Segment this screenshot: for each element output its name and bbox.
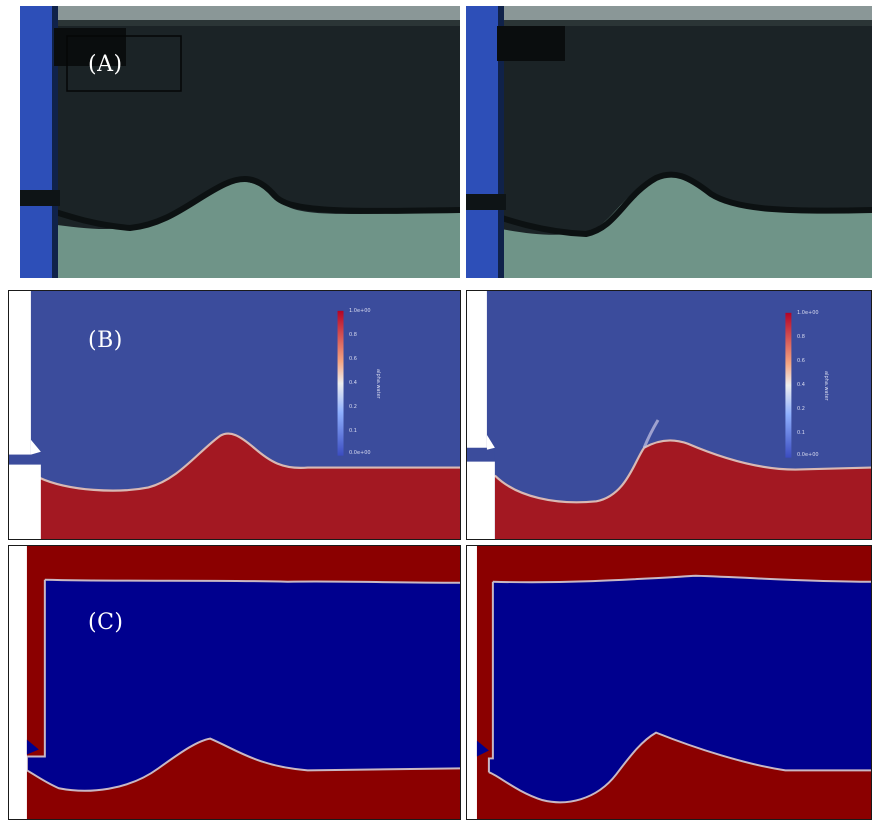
inlet-corner — [30, 439, 41, 455]
sediment-shadow-line — [466, 171, 872, 238]
label-mask — [497, 26, 565, 61]
colorbar-title: alpha.water — [823, 371, 829, 401]
sediment-bed — [50, 181, 460, 278]
colorbar-tick: 0.1 — [349, 428, 357, 434]
colorbar-tick: 1.0e+00 — [797, 310, 819, 316]
inlet-step — [9, 454, 41, 465]
bed-interface-line — [488, 731, 871, 804]
interface-line — [38, 432, 460, 492]
panel-b-left: 1.0e+00 0.8 0.6 0.4 0.2 0.1 0.0e+00 alph… — [8, 290, 461, 540]
label-box — [66, 35, 182, 92]
tank-wall-edge — [498, 6, 504, 278]
inlet-step — [467, 449, 495, 462]
colorbar-tick: 0.2 — [797, 406, 805, 412]
inlet-floor — [9, 464, 41, 539]
inlet-notch — [476, 740, 489, 757]
sediment-bed — [496, 176, 872, 278]
photo-top-shadow — [466, 20, 872, 26]
tank-wall — [20, 6, 52, 278]
sim-b-left — [9, 291, 460, 539]
colorbar-tick: 0.0e+00 — [797, 452, 819, 458]
colorbar-tick: 0.4 — [349, 380, 357, 386]
interface-plume — [642, 419, 660, 449]
top-interface-line — [44, 578, 460, 584]
bed-interface-line — [26, 737, 460, 792]
left-margin — [9, 546, 27, 819]
colorbar-title: alpha.water — [375, 369, 381, 399]
label-mask — [54, 28, 126, 66]
photo-top-shadow — [20, 20, 460, 26]
colorbar-ticks: 1.0e+00 0.8 0.6 0.4 0.2 0.1 0.0e+00 — [797, 311, 827, 461]
colorbar — [785, 312, 792, 458]
interface-line — [494, 439, 871, 504]
panel-c-left: (C) — [8, 545, 461, 820]
colorbar-tick: 0.0e+00 — [349, 450, 371, 456]
inlet-corner — [486, 434, 495, 450]
colorbar-tick: 0.4 — [797, 382, 805, 388]
tank-wall-edge — [52, 6, 58, 278]
sediment-shadow-line — [20, 176, 460, 232]
sim-c-left — [9, 546, 460, 819]
left-margin — [467, 546, 477, 819]
inlet-notch — [26, 739, 39, 755]
inlet-wall — [9, 291, 31, 455]
colorbar-tick: 0.8 — [349, 332, 357, 338]
colorbar-ticks: 1.0e+00 0.8 0.6 0.4 0.2 0.1 0.0e+00 — [349, 309, 379, 459]
colorbar-tick: 0.6 — [797, 358, 805, 364]
sim-b-right — [467, 291, 871, 539]
water-region — [26, 579, 460, 791]
panel-c-right — [466, 545, 872, 820]
colorbar-tick: 0.6 — [349, 356, 357, 362]
top-interface-line — [492, 574, 871, 584]
colorbar-tick: 0.2 — [349, 404, 357, 410]
photo-top-edge — [20, 6, 460, 20]
water-region — [488, 575, 871, 803]
colorbar — [337, 310, 344, 456]
panel-a-left: (A) — [20, 6, 460, 278]
colorbar-tick: 0.8 — [797, 334, 805, 340]
sediment-region — [38, 433, 460, 539]
sediment-region — [494, 440, 871, 539]
inlet-wall — [467, 291, 487, 448]
panel-b-right: 1.0e+00 0.8 0.6 0.4 0.2 0.1 0.0e+00 alph… — [466, 290, 872, 540]
inlet-floor — [467, 461, 495, 539]
inlet-step — [466, 194, 506, 210]
colorbar-tick: 1.0e+00 — [349, 308, 371, 314]
tank-wall — [466, 6, 498, 278]
inlet-interface-line — [487, 581, 494, 773]
colorbar-tick: 0.1 — [797, 430, 805, 436]
panel-label-a: (A) — [88, 52, 123, 77]
sim-c-right — [467, 546, 871, 819]
photo-a-left — [20, 6, 460, 278]
inlet-step — [20, 190, 60, 206]
photo-a-right — [466, 6, 872, 278]
panel-label-c: (C) — [88, 610, 124, 635]
photo-top-edge — [466, 6, 872, 20]
panel-label-b: (B) — [88, 328, 123, 353]
panel-a-right — [466, 6, 872, 278]
